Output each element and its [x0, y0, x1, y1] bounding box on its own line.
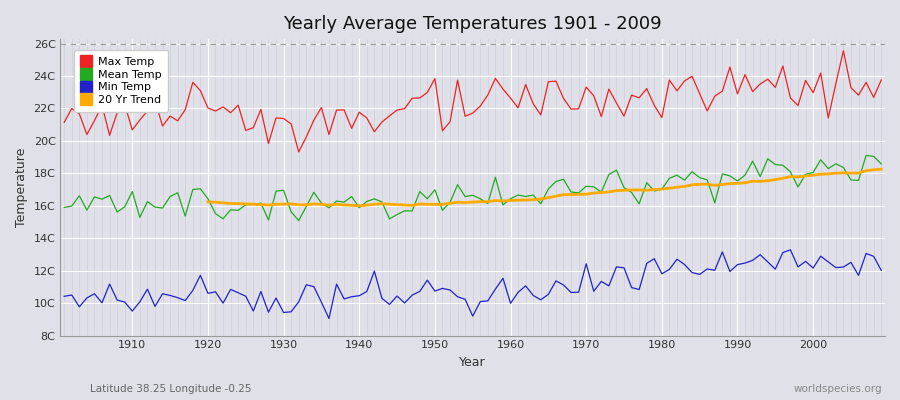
Text: worldspecies.org: worldspecies.org: [794, 384, 882, 394]
X-axis label: Year: Year: [459, 356, 486, 369]
Y-axis label: Temperature: Temperature: [15, 148, 28, 227]
Text: Latitude 38.25 Longitude -0.25: Latitude 38.25 Longitude -0.25: [90, 384, 251, 394]
Title: Yearly Average Temperatures 1901 - 2009: Yearly Average Temperatures 1901 - 2009: [284, 15, 662, 33]
Legend: Max Temp, Mean Temp, Min Temp, 20 Yr Trend: Max Temp, Mean Temp, Min Temp, 20 Yr Tre…: [74, 50, 167, 112]
